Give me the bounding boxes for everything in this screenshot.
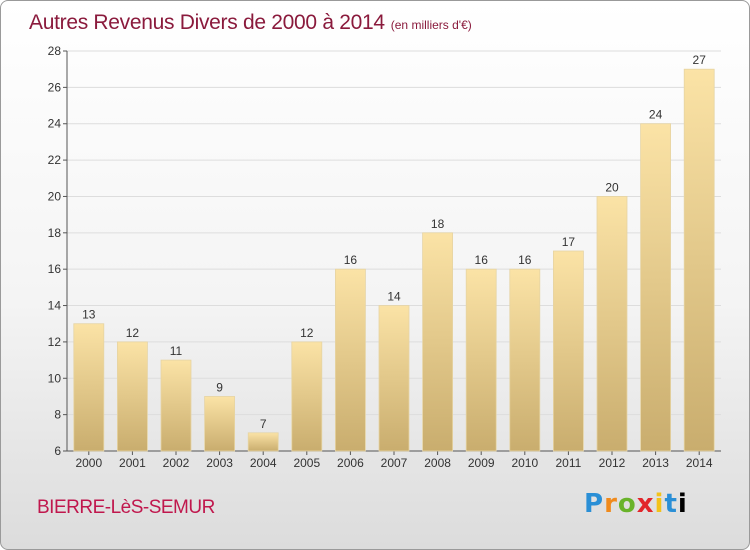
x-tick-label: 2013 xyxy=(642,456,669,470)
x-tick-label: 2007 xyxy=(381,456,408,470)
x-tick-label: 2008 xyxy=(424,456,451,470)
y-tick-label: 28 xyxy=(48,44,62,58)
bar-2004 xyxy=(247,432,279,452)
chart-title-text: Autres Revenus Divers de 2000 à 2014 xyxy=(29,11,385,34)
y-tick-label: 22 xyxy=(48,153,62,167)
x-tick-label: 2004 xyxy=(250,456,277,470)
data-label-2011: 17 xyxy=(562,235,576,249)
bar-2006 xyxy=(334,268,366,452)
bar-2001 xyxy=(117,341,148,452)
y-tick-label: 6 xyxy=(54,444,61,458)
chart-unit-note: (en milliers d'€) xyxy=(390,18,472,32)
data-label-2005: 12 xyxy=(300,326,314,340)
bar-2013 xyxy=(640,123,671,452)
x-tick-label: 2010 xyxy=(511,456,538,470)
data-label-2002: 11 xyxy=(170,344,183,358)
bar-2007 xyxy=(378,305,410,452)
bar-2003 xyxy=(204,396,236,452)
data-label-2009: 16 xyxy=(475,253,489,267)
bar-2000 xyxy=(73,323,105,452)
data-label-2008: 18 xyxy=(431,217,445,231)
x-tick-label: 2002 xyxy=(163,456,190,470)
data-label-2006: 16 xyxy=(344,253,358,267)
bar-2012 xyxy=(596,196,628,452)
x-tick-label: 2000 xyxy=(75,456,102,470)
bar-2011 xyxy=(553,250,584,452)
bar-2014 xyxy=(683,68,715,452)
y-tick-label: 26 xyxy=(48,80,62,94)
proxiti-logo: Proxiti xyxy=(584,489,688,519)
place-name: BIERRE-LèS-SEMUR xyxy=(37,497,215,518)
x-tick-label: 2012 xyxy=(599,456,626,470)
x-tick-label: 2003 xyxy=(206,456,233,470)
y-tick-label: 12 xyxy=(48,335,62,349)
x-tick-label: 2005 xyxy=(293,456,320,470)
y-tick-label: 16 xyxy=(48,262,62,276)
x-tick-label: 2014 xyxy=(686,456,713,470)
data-label-2000: 13 xyxy=(82,308,96,322)
data-label-2014: 27 xyxy=(693,53,707,67)
y-tick-label: 10 xyxy=(48,371,62,385)
x-tick-label: 2009 xyxy=(468,456,495,470)
data-label-2010: 16 xyxy=(518,253,532,267)
data-label-2007: 14 xyxy=(387,290,401,304)
bars xyxy=(73,68,715,452)
bar-2009 xyxy=(465,268,497,452)
chart-title: Autres Revenus Divers de 2000 à 2014 (en … xyxy=(29,11,472,35)
bar-2008 xyxy=(422,232,454,452)
data-label-2012: 20 xyxy=(605,180,619,194)
bar-2002 xyxy=(160,359,192,452)
y-tick-label: 14 xyxy=(48,299,62,313)
data-label-2003: 9 xyxy=(216,380,223,394)
y-tick-label: 20 xyxy=(48,189,62,203)
data-label-2013: 24 xyxy=(649,108,663,122)
x-tick-label: 2001 xyxy=(119,456,146,470)
y-tick-label: 18 xyxy=(48,226,62,240)
bar-2010 xyxy=(509,268,541,452)
bar-2005 xyxy=(291,341,323,452)
x-tick-label: 2011 xyxy=(555,456,581,470)
data-label-2001: 12 xyxy=(126,326,140,340)
x-tick-label: 2006 xyxy=(337,456,364,470)
y-tick-label: 8 xyxy=(54,408,61,422)
data-label-2004: 7 xyxy=(260,417,267,431)
labels: 6 8 10 12 14 16 18 20 22 24 26 28 2000 13 2001 12 2002 11… xyxy=(48,44,713,470)
y-tick-label: 24 xyxy=(48,117,62,131)
